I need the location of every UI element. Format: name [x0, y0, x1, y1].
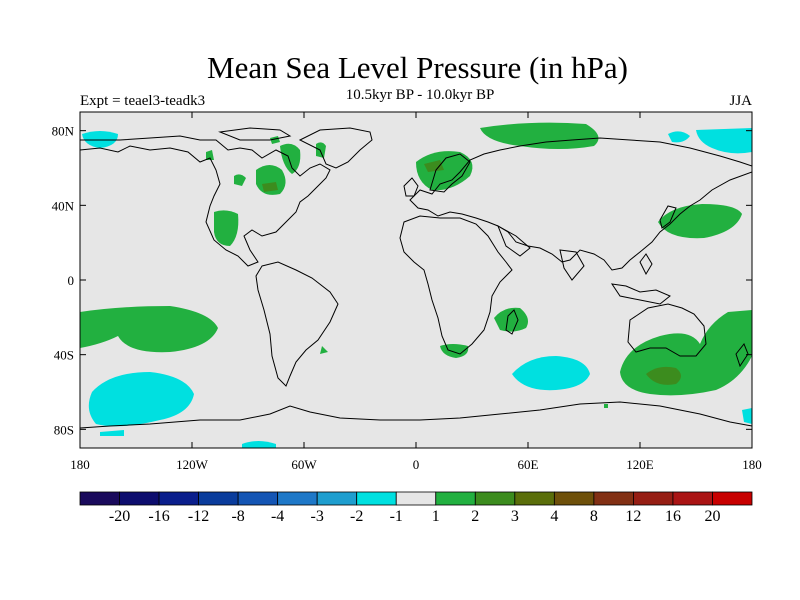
- coastline-british-isles: [403, 177, 419, 197]
- positive-anomaly-region: [234, 174, 246, 186]
- colorbar-swatch: [119, 491, 160, 506]
- positive-anomaly-core: [262, 182, 278, 192]
- colorbar-label: 12: [625, 508, 641, 525]
- y-tick-label: 80S: [54, 422, 74, 437]
- positive-anomaly-region: [604, 404, 608, 408]
- x-tick-label: 120W: [176, 457, 209, 472]
- positive-anomaly-region: [480, 122, 599, 149]
- experiment-label: Expt = teael3-teadk3: [80, 93, 206, 109]
- negative-anomaly-region: [512, 356, 590, 391]
- colorbar-swatch: [435, 491, 476, 506]
- x-tick-label: 180: [742, 457, 762, 472]
- colorbar-swatch: [198, 491, 239, 506]
- coastline-madagascar: [505, 309, 519, 335]
- colorbar-swatch: [316, 491, 358, 506]
- coastline-south-america: [255, 261, 339, 387]
- positive-anomaly-region: [206, 150, 214, 160]
- colorbar-label: -3: [311, 508, 324, 525]
- contour-fills: [80, 122, 752, 448]
- positive-anomaly-region: [280, 143, 301, 174]
- colorbar-label: 1: [432, 508, 440, 525]
- y-tick-label: 40S: [54, 348, 74, 363]
- colorbar-label: 8: [590, 508, 598, 525]
- colorbar-label: -8: [231, 508, 244, 525]
- coastline-africa: [399, 215, 513, 355]
- y-tick-label: 0: [68, 273, 75, 288]
- positive-anomaly-region: [320, 346, 328, 354]
- colorbar-swatch: [395, 491, 437, 506]
- negative-anomaly-region: [100, 430, 124, 436]
- negative-anomaly-region: [742, 408, 752, 424]
- coastline-new-zealand: [735, 343, 749, 368]
- coastline-greenland: [298, 127, 373, 169]
- positive-anomaly-region: [80, 306, 218, 353]
- coastline-scandinavia: [429, 153, 471, 193]
- period-label: 10.5kyr BP - 10.0kyr BP: [345, 87, 495, 103]
- colorbar-swatch: [237, 491, 279, 506]
- coastline-north-america: [80, 135, 331, 267]
- positive-anomaly-region: [416, 151, 473, 191]
- negative-anomaly-region: [242, 441, 276, 448]
- colorbar-label: -1: [390, 508, 403, 525]
- coastline-japan: [659, 205, 677, 229]
- positive-anomaly-core: [646, 366, 681, 385]
- colorbar-swatch: [79, 491, 120, 506]
- colorbar-swatch: [593, 491, 634, 506]
- positive-anomaly-region: [214, 210, 239, 246]
- colorbar-label: 4: [550, 508, 558, 525]
- colorbar-swatch: [277, 491, 318, 506]
- colorbar: -20 -16 -12 -8 -4 -3 -2 -1 1 2 3 4 8 12 16 20: [79, 491, 753, 525]
- coastline-antarctica: [80, 401, 752, 429]
- colorbar-swatch: [712, 491, 753, 506]
- colorbar-label: -20: [109, 508, 130, 525]
- negative-anomaly-region: [88, 372, 194, 427]
- positive-anomaly-region: [316, 142, 326, 158]
- colorbar-swatch: [356, 491, 397, 506]
- y-tick-label: 80N: [52, 124, 75, 139]
- colorbar-swatch: [514, 491, 555, 506]
- x-tick-label: 0: [413, 457, 420, 472]
- colorbar-swatch: [474, 491, 516, 506]
- coastline-arabia: [497, 224, 531, 257]
- colorbar-label: -16: [148, 508, 169, 525]
- colorbar-label: 20: [704, 508, 720, 525]
- x-tick-label: 180: [70, 457, 90, 472]
- colorbar-swatch: [672, 491, 713, 506]
- colorbar-swatch: [158, 491, 199, 506]
- negative-anomaly-region: [668, 131, 690, 143]
- positive-anomaly-core: [424, 160, 444, 172]
- colorbar-label: 2: [471, 508, 479, 525]
- colorbar-label: 3: [511, 508, 519, 525]
- colorbar-label: -4: [271, 508, 284, 525]
- coastline-india: [559, 249, 585, 281]
- coastline-arctic-islands: [218, 127, 292, 141]
- colorbar-label: -12: [188, 508, 209, 525]
- x-tick-label: 60E: [518, 457, 539, 472]
- colorbar-label: 16: [665, 508, 681, 525]
- season-label: JJA: [729, 93, 752, 109]
- coastlines: [80, 127, 752, 429]
- negative-anomaly-region: [696, 128, 752, 154]
- x-tick-label: 120E: [626, 457, 654, 472]
- x-axis: 180 120W 60W 0 60E 120E 180: [70, 112, 762, 472]
- y-tick-label: 40N: [52, 198, 75, 213]
- x-tick-label: 60W: [291, 457, 317, 472]
- colorbar-swatch: [633, 491, 674, 506]
- colorbar-swatch: [553, 491, 595, 506]
- positive-anomaly-region: [494, 307, 528, 332]
- map-title: Mean Sea Level Pressure (in hPa): [207, 50, 628, 85]
- colorbar-label: -2: [350, 508, 363, 525]
- positive-anomaly-region: [658, 204, 742, 239]
- coastline-philippines: [639, 253, 653, 276]
- y-axis: 80N 40N 0 40S 80S: [52, 124, 752, 437]
- coastline-maritime-asia: [610, 283, 671, 305]
- coastline-australia: [627, 303, 707, 357]
